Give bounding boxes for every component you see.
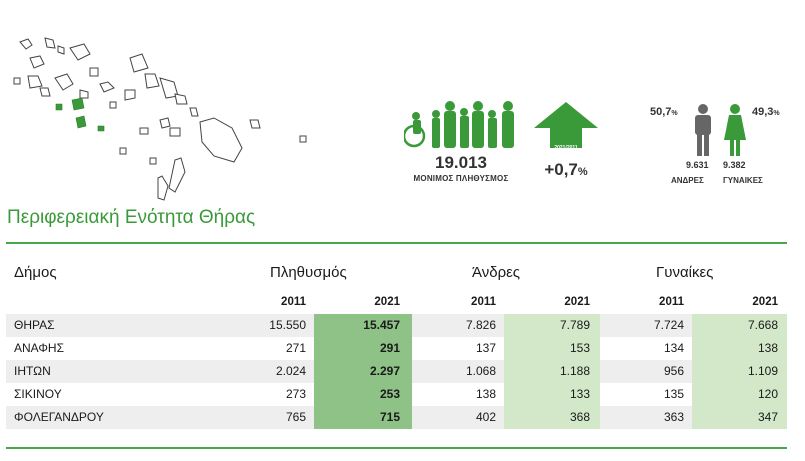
cell-dimos: ΦΟΛΕΓΑΝΔΡΟΥ [14,410,104,424]
highlight-cell-bg [504,383,600,406]
cell-pop-2011: 271 [285,341,306,355]
cell-pop-2021: 253 [379,387,400,401]
table-row: ΙΗΤΩΝ 2.024 2.297 1.068 1.188 956 1.109 [6,360,787,383]
cell-dimos: ΘΗΡΑΣ [14,318,55,332]
year-pop-2021: 2021 [374,296,400,308]
highlight-cell-bg [692,314,787,337]
year-women-2011: 2011 [659,296,684,308]
female-percentage: 49,3% [752,106,780,118]
highlight-cell-bg [314,314,412,337]
highlight-cell-bg [504,314,600,337]
cell-men-2021: 133 [569,387,590,401]
population-label: ΜΟΝΙΜΟΣ ΠΛΗΘΥΣΜΟΣ [413,174,509,183]
cell-men-2011: 138 [475,387,496,401]
male-pct-value: 50,7 [650,106,672,118]
cell-pop-2021: 2.297 [369,364,400,378]
female-pct-unit: % [773,110,780,117]
table-row: ΑΝΑΦΗΣ 271 291 137 153 134 138 [6,337,787,360]
year-women-2021: 2021 [752,296,778,308]
cell-women-2011: 7.724 [653,318,684,332]
table-row: ΘΗΡΑΣ 15.550 15.457 7.826 7.789 7.724 7.668 [6,314,787,337]
region-title: Περιφερειακή Ενότητα Θήρας [7,207,256,228]
arrow-period-label: 2021/2011 [554,145,578,151]
male-icon [695,104,711,156]
female-icon [724,104,746,156]
top-divider [6,242,787,244]
female-label: ΓΥΝΑΙΚΕΣ [723,176,763,185]
header-dimos: Δήμος [14,264,57,281]
change-unit: % [577,166,588,178]
cell-women-2021: 138 [757,341,778,355]
cell-men-2011: 7.826 [465,318,496,332]
cell-pop-2021: 15.457 [363,318,400,332]
highlight-cell-bg [504,337,600,360]
islands-map [13,37,307,201]
table-row: ΦΟΛΕΓΑΝΔΡΟΥ 765 715 402 368 363 347 [6,406,787,429]
cell-women-2021: 120 [757,387,778,401]
cell-women-2021: 1.109 [747,364,778,378]
highlight-cell-bg [314,337,412,360]
year-men-2011: 2011 [471,296,496,308]
highlight-cell-bg [314,383,412,406]
highlight-cell-bg [314,406,412,429]
header-population: Πληθυσμός [270,264,347,281]
cell-women-2011: 135 [663,387,684,401]
cell-dimos: ΙΗΤΩΝ [14,364,51,378]
cell-women-2021: 347 [757,410,778,424]
table-row: ΣΙΚΙΝΟΥ 273 253 138 133 135 120 [6,383,787,406]
male-pct-unit: % [671,110,678,117]
male-count: 9.631 [686,160,709,170]
cell-women-2011: 956 [663,364,684,378]
header-men: Άνδρες [472,264,521,281]
male-percentage: 50,7% [650,106,678,118]
cell-men-2021: 153 [569,341,590,355]
highlight-cell-bg [314,360,412,383]
cell-pop-2011: 765 [285,410,306,424]
bottom-divider [6,447,787,449]
cell-men-2011: 137 [475,341,496,355]
highlight-cell-bg [692,406,787,429]
cell-women-2021: 7.668 [747,318,778,332]
highlight-cell-bg [692,337,787,360]
cell-pop-2011: 2.024 [275,364,306,378]
population-group-icon [404,101,514,148]
population-change: +0,7% [534,160,598,180]
cell-men-2011: 1.068 [465,364,496,378]
cell-pop-2011: 273 [285,387,306,401]
female-pct-value: 49,3 [752,106,774,118]
highlight-cell-bg [692,360,787,383]
cell-men-2021: 1.188 [559,364,590,378]
cell-pop-2021: 291 [379,341,400,355]
cell-women-2011: 134 [663,341,684,355]
highlight-cell-bg [692,383,787,406]
cell-dimos: ΣΙΚΙΝΟΥ [14,387,62,401]
cell-women-2011: 363 [663,410,684,424]
cell-men-2011: 402 [475,410,496,424]
population-total: 19.013 [435,153,487,172]
highlight-cell-bg [504,360,600,383]
cell-men-2021: 7.789 [559,318,590,332]
cell-pop-2021: 715 [379,410,400,424]
female-count: 9.382 [723,160,746,170]
year-men-2021: 2021 [564,296,590,308]
header-women: Γυναίκες [656,264,714,281]
highlight-cell-bg [504,406,600,429]
cell-pop-2011: 15.550 [269,318,306,332]
male-label: ΑΝΔΡΕΣ [671,176,704,185]
cell-dimos: ΑΝΑΦΗΣ [14,341,64,355]
year-pop-2011: 2011 [281,296,306,308]
arrow-up-icon [534,102,598,148]
change-number: +0,7 [544,160,578,179]
cell-men-2021: 368 [569,410,590,424]
